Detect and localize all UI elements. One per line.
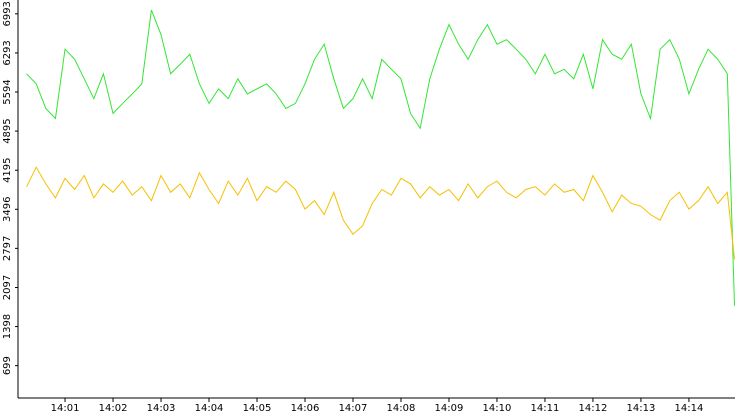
- x-tick-label: 14:01: [51, 403, 80, 414]
- x-tick-label: 14:09: [435, 403, 464, 414]
- y-tick-label: 699: [2, 356, 13, 375]
- x-tick-label: 14:08: [387, 403, 416, 414]
- x-tick-label: 14:12: [579, 403, 608, 414]
- x-tick-label: 14:07: [339, 403, 368, 414]
- x-tick-label: 14:11: [531, 403, 560, 414]
- y-tick-label: 6293: [2, 40, 13, 65]
- x-tick-label: 14:14: [675, 403, 704, 414]
- y-tick-label: 6993: [2, 1, 13, 26]
- x-tick-label: 14:04: [195, 403, 224, 414]
- y-tick-label: 3496: [2, 197, 13, 222]
- y-tick-label: 4195: [2, 157, 13, 182]
- y-tick-label: 2797: [2, 236, 13, 261]
- y-tick-label: 4895: [2, 118, 13, 143]
- y-tick-label: 1398: [2, 314, 13, 339]
- x-tick-label: 14:10: [483, 403, 512, 414]
- x-tick-label: 14:03: [147, 403, 176, 414]
- y-tick-label: 2097: [2, 275, 13, 300]
- x-tick-label: 14:13: [627, 403, 656, 414]
- series-line: [26, 9, 735, 306]
- x-tick-label: 14:06: [291, 403, 320, 414]
- y-tick-label: 5594: [2, 79, 13, 104]
- x-tick-label: 14:05: [243, 403, 272, 414]
- series-line: [26, 166, 735, 260]
- x-tick-label: 14:02: [99, 403, 128, 414]
